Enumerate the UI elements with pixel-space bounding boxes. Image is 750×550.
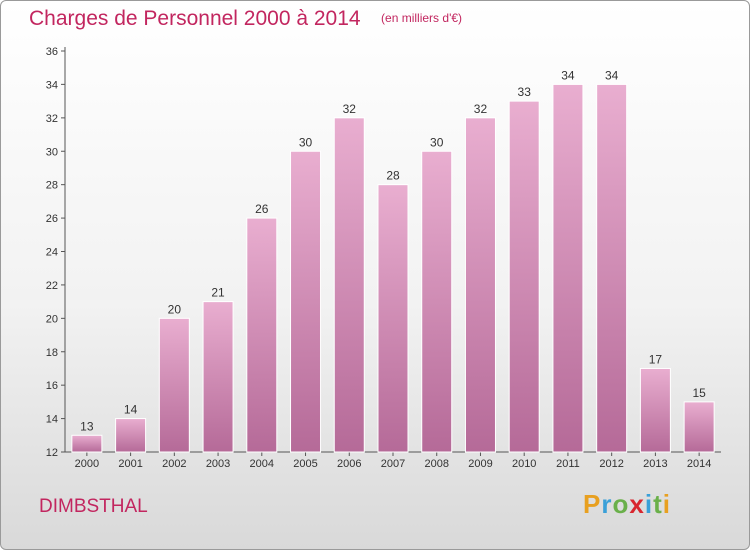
value-label-2007: 28	[386, 169, 400, 183]
x-tick-label-2000: 2000	[75, 458, 99, 470]
value-label-2003: 21	[211, 286, 225, 300]
x-tick-label-2004: 2004	[250, 458, 274, 470]
bar-2000	[71, 434, 103, 453]
value-labels: 13 14 20 21 26 30 32 28 30 32 33 34 34 17 15	[80, 68, 706, 433]
bar-2001	[115, 418, 147, 453]
bar-2012	[596, 83, 628, 453]
x-tick-label-2003: 2003	[206, 458, 230, 470]
value-label-2008: 30	[430, 135, 444, 149]
value-label-2001: 14	[124, 403, 138, 417]
logo-letter: i	[644, 489, 654, 519]
y-tick-label: 32	[46, 113, 58, 125]
x-axis: 2000 2001 2002 2003 2004 2005 2006 2007 2008 2009…	[65, 451, 721, 470]
y-tick-label: 14	[46, 414, 58, 426]
x-tick-label-2008: 2008	[424, 458, 448, 470]
x-tick-label-2007: 2007	[381, 458, 405, 470]
value-label-2012: 34	[605, 68, 619, 82]
bar-2004	[246, 217, 278, 453]
title-row: Charges de Personnel 2000 à 2014 (en mil…	[29, 7, 462, 31]
chart-unit: (en milliers d'€)	[381, 11, 463, 25]
value-label-2009: 32	[474, 102, 488, 116]
bar-2010	[508, 100, 540, 453]
x-tick-label-2013: 2013	[643, 458, 667, 470]
y-tick-label: 16	[46, 380, 58, 392]
bar-2008	[421, 150, 453, 453]
x-tick-label-2014: 2014	[687, 458, 711, 470]
y-tick-label: 34	[46, 79, 58, 91]
value-label-2006: 32	[343, 102, 357, 116]
x-tick-label-2011: 2011	[556, 458, 580, 470]
bar-2009	[464, 117, 496, 453]
y-tick-label: 12	[46, 447, 58, 459]
y-tick-label: 30	[46, 146, 58, 158]
y-tick-label: 26	[46, 213, 58, 225]
value-label-2002: 20	[168, 302, 182, 316]
y-tick-label: 20	[46, 313, 58, 325]
y-tick-label: 24	[46, 247, 58, 259]
bars	[71, 83, 715, 453]
x-tick-label-2006: 2006	[337, 458, 361, 470]
x-tick-label-2005: 2005	[293, 458, 317, 470]
x-tick-label-2002: 2002	[162, 458, 186, 470]
logo-letter: t	[653, 489, 663, 519]
bar-2013	[639, 367, 671, 453]
y-tick-label: 28	[46, 180, 58, 192]
commune-name: DIMBSTHAL	[39, 496, 148, 517]
value-label-2014: 15	[692, 386, 706, 400]
proxiti-logo: Proxiti	[583, 489, 671, 520]
value-label-2011: 34	[561, 68, 575, 82]
value-label-2005: 30	[299, 135, 313, 149]
bar-2005	[290, 150, 322, 453]
value-label-2013: 17	[649, 352, 663, 366]
bar-2006	[333, 117, 365, 453]
bar-2007	[377, 184, 409, 453]
value-label-2000: 13	[80, 419, 94, 433]
x-tick-label-2012: 2012	[599, 458, 623, 470]
y-tick-label: 18	[46, 347, 58, 359]
bar-2003	[202, 301, 234, 453]
bar-2002	[158, 317, 190, 453]
y-axis: 12 14 16 18 20 22 24 26 28 30 32 34 36	[46, 46, 66, 459]
value-label-2010: 33	[518, 85, 532, 99]
chart-title: Charges de Personnel 2000 à 2014	[29, 7, 361, 30]
bar-2011	[552, 83, 584, 453]
y-tick-label: 36	[46, 46, 58, 58]
logo-letter: x	[629, 489, 645, 519]
value-label-2004: 26	[255, 202, 269, 216]
logo-letter: P	[583, 489, 602, 519]
logo-letter: o	[612, 489, 630, 519]
x-tick-label-2009: 2009	[468, 458, 492, 470]
bar-2014	[683, 401, 715, 453]
logo-letter: r	[601, 489, 613, 519]
logo-letter: i	[662, 489, 671, 519]
x-tick-label-2010: 2010	[512, 458, 536, 470]
x-tick-label-2001: 2001	[118, 458, 142, 470]
y-tick-label: 22	[46, 280, 58, 292]
